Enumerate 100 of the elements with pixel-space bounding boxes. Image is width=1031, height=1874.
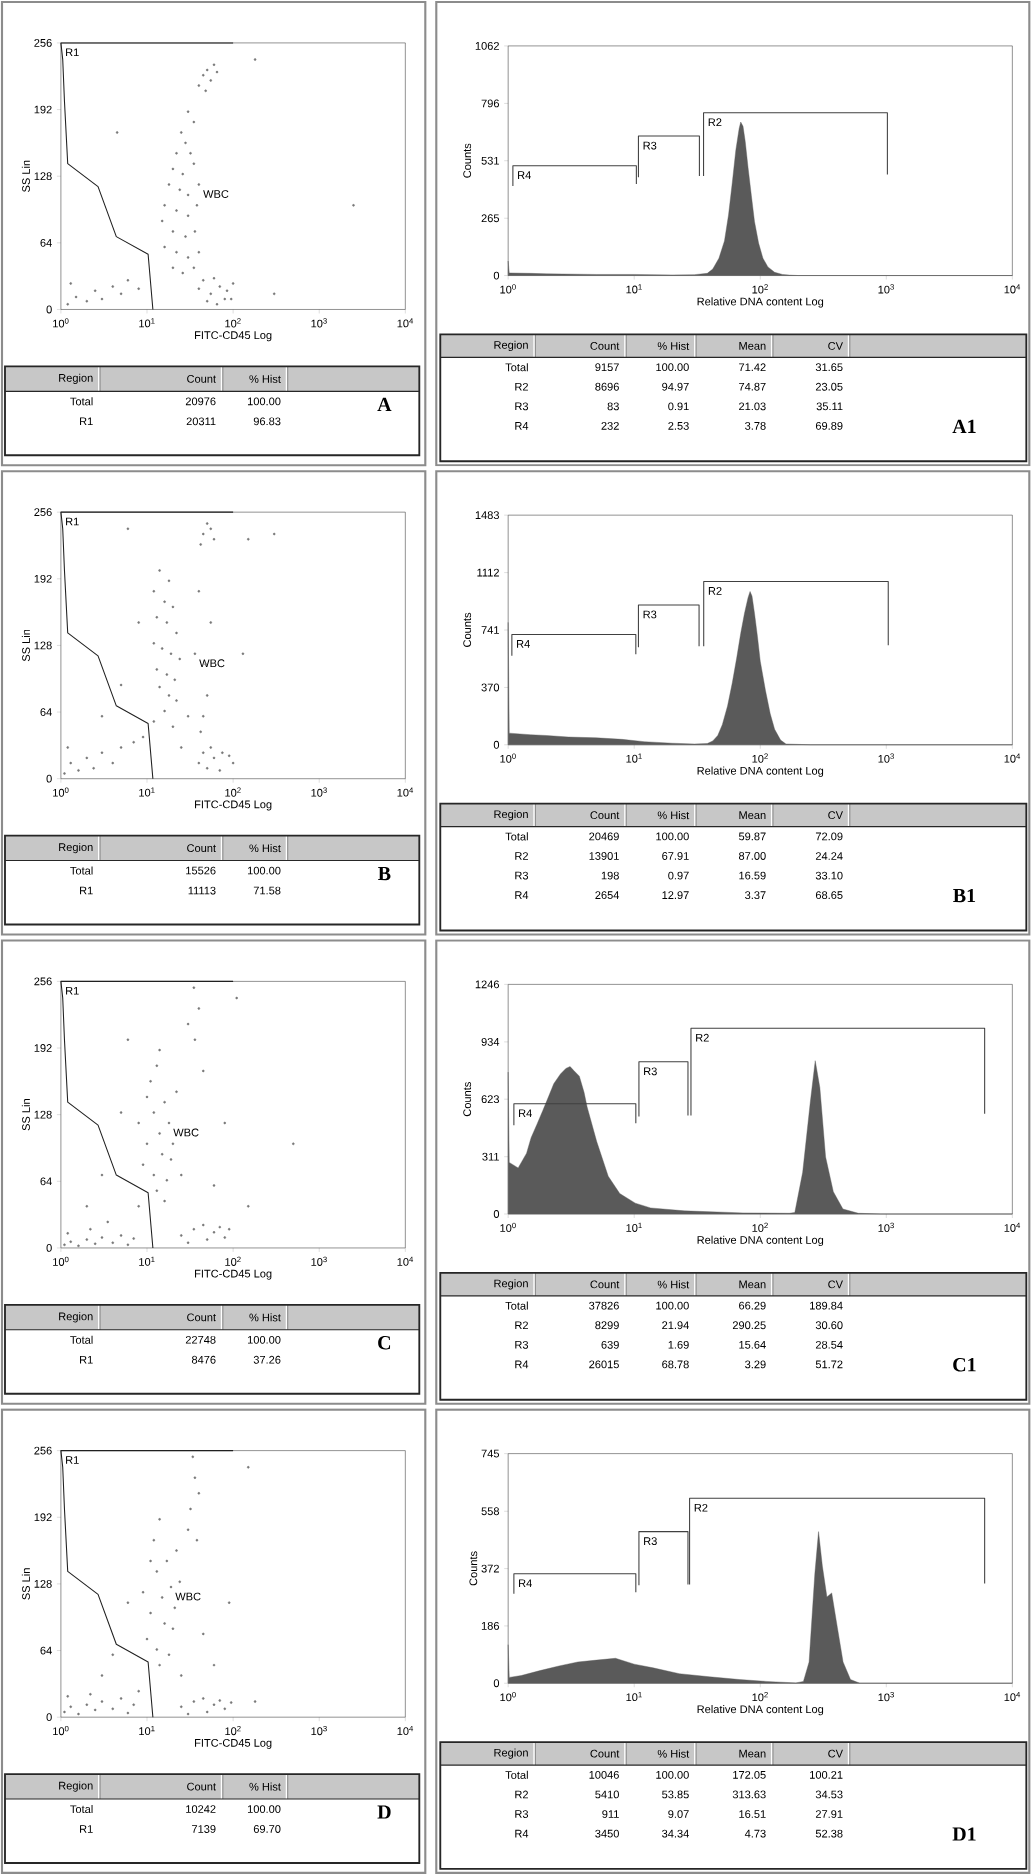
text: % Hist	[249, 844, 281, 853]
annotation: WBC	[203, 190, 229, 198]
text: 83	[607, 402, 619, 411]
text: Mean	[739, 1280, 766, 1289]
text: 2.53	[668, 421, 689, 430]
x-tick-label: 10$^{0}$	[500, 753, 516, 763]
y-tick-label: 192	[34, 574, 52, 583]
text: R3	[515, 871, 528, 880]
text: 16.59	[739, 871, 766, 880]
text: 100.00	[247, 866, 281, 875]
text: 290.25	[732, 1321, 766, 1330]
x-tick-label: 10$^{0}$	[52, 1725, 69, 1736]
x-tick-label: 10$^{2}$	[225, 787, 241, 797]
text: Mean	[739, 1749, 766, 1758]
text: CV	[828, 1749, 843, 1758]
x-tick-label: 10$^{3}$	[311, 1256, 327, 1266]
text: 74.87	[738, 382, 766, 391]
y-tick-label: 256	[34, 1446, 52, 1455]
text: 66.29	[738, 1301, 766, 1310]
text: 59.87	[738, 832, 766, 841]
text: % Hist	[249, 1782, 281, 1791]
text: R4	[515, 422, 529, 430]
x-tick-label: 10$^{4}$	[397, 1725, 413, 1736]
y-tick-label: 64	[40, 238, 52, 247]
text: R4	[515, 1360, 529, 1369]
y-tick-label: 256	[34, 508, 52, 517]
x-tick-label: 10$^{4}$	[1004, 1222, 1020, 1232]
y-tick-label: 0	[493, 271, 499, 280]
text: 0.97	[668, 871, 689, 880]
text: Region	[58, 1312, 93, 1323]
text: % Hist	[657, 1280, 690, 1289]
text: 24.24	[815, 852, 843, 860]
y-axis-title: Counts	[463, 612, 471, 647]
y-tick-label: 1483	[475, 511, 499, 520]
text: 8299	[595, 1321, 619, 1330]
annotation: R4	[518, 1109, 532, 1117]
text: R3	[515, 1810, 528, 1818]
text: CV	[828, 811, 843, 820]
text: 35.11	[816, 402, 843, 411]
text: 100.00	[656, 1301, 689, 1310]
x-tick-label: 10$^{4}$	[397, 787, 413, 797]
x-tick-label: 10$^{2}$	[225, 1725, 241, 1736]
x-axis-title: FITC-CD45 Log	[194, 1738, 272, 1749]
annotation: R2	[708, 118, 722, 127]
text: 28.54	[815, 1340, 843, 1349]
text: 72.09	[815, 832, 843, 841]
text: R3	[515, 1340, 528, 1349]
text: 8476	[191, 1355, 216, 1364]
annotation: R4	[518, 1579, 532, 1588]
text: D1	[952, 1827, 976, 1841]
text: 313.63	[732, 1790, 766, 1799]
y-tick-label: 531	[481, 156, 499, 165]
y-axis-title: SS Lin	[21, 1568, 30, 1600]
text: 51.72	[815, 1360, 843, 1369]
x-tick-label: 10$^{3}$	[878, 284, 894, 294]
text: R1	[79, 1825, 93, 1833]
annotation: R1	[65, 986, 79, 995]
y-tick-label: 372	[481, 1564, 499, 1573]
x-tick-label: 10$^{2}$	[225, 1256, 241, 1266]
text: 33.10	[815, 871, 843, 880]
text: 10242	[186, 1805, 216, 1813]
text: D	[377, 1805, 391, 1819]
text: 639	[601, 1340, 619, 1349]
text: CV	[828, 342, 843, 350]
text: 27.91	[815, 1810, 843, 1818]
text: Total	[505, 363, 528, 372]
x-tick-label: 10$^{3}$	[878, 1691, 894, 1702]
text: Total	[70, 1804, 93, 1814]
x-tick-label: 10$^{1}$	[139, 318, 155, 328]
text: % Hist	[657, 1749, 690, 1758]
x-tick-label: 10$^{1}$	[139, 787, 155, 797]
text: R2	[515, 1321, 528, 1330]
y-tick-label: 558	[481, 1507, 499, 1516]
y-tick-label: 192	[34, 105, 52, 114]
text: 100.21	[809, 1770, 843, 1779]
annotation: R2	[708, 587, 722, 595]
annotation: R3	[643, 610, 657, 619]
text: 198	[601, 871, 619, 880]
text: R1	[79, 886, 93, 895]
text: 15526	[186, 866, 216, 875]
text: Total	[505, 832, 528, 841]
x-tick-label: 10$^{2}$	[225, 318, 241, 328]
y-tick-label: 1112	[477, 568, 499, 577]
y-tick-label: 64	[40, 1177, 52, 1186]
text: Count	[590, 342, 620, 350]
text: 22748	[185, 1335, 216, 1344]
y-axis-title: Counts	[469, 1551, 478, 1586]
text: Count	[186, 1313, 216, 1322]
text: 10046	[589, 1770, 619, 1779]
x-tick-label: 10$^{1}$	[626, 753, 642, 763]
text: 15.64	[739, 1340, 766, 1349]
text: Count	[186, 1782, 216, 1791]
annotation: R2	[695, 1033, 709, 1042]
x-tick-label: 10$^{0}$	[52, 1256, 69, 1266]
text: Total	[70, 397, 93, 406]
x-axis-title: Relative DNA content Log	[697, 1705, 823, 1716]
x-tick-label: 10$^{3}$	[311, 1725, 327, 1736]
text: 30.60	[815, 1321, 843, 1330]
y-axis-title: SS Lin	[21, 1099, 30, 1131]
text: 100.00	[656, 363, 689, 372]
